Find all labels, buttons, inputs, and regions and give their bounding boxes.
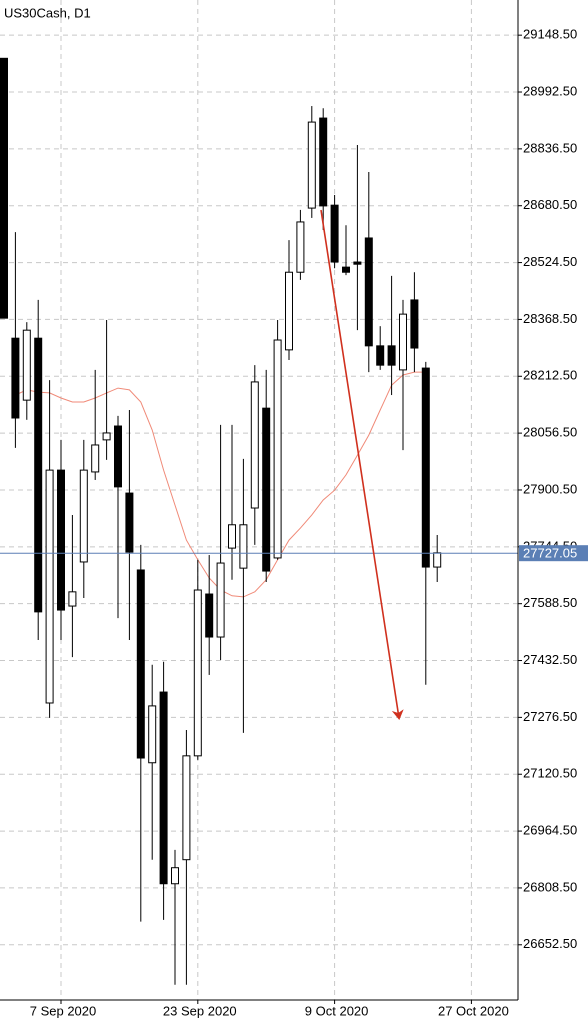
candle-body bbox=[307, 121, 316, 209]
candle-body bbox=[410, 299, 419, 349]
candle-body bbox=[239, 524, 248, 569]
x-tick-label: 9 Oct 2020 bbox=[305, 1003, 369, 1018]
annotation bbox=[320, 209, 404, 720]
candle-body bbox=[364, 237, 373, 347]
candle-body bbox=[125, 492, 134, 553]
y-tick-label: 28056.50 bbox=[523, 425, 577, 440]
y-tick-label: 28680.50 bbox=[523, 197, 577, 212]
candle-body bbox=[262, 407, 271, 572]
y-tick-label: 27588.50 bbox=[523, 595, 577, 610]
candle-body bbox=[399, 313, 407, 371]
y-tick-label: 28836.50 bbox=[523, 140, 577, 155]
candle-body bbox=[319, 117, 328, 207]
candle-body bbox=[205, 593, 214, 638]
candle-body bbox=[34, 337, 43, 613]
candle-body bbox=[387, 345, 396, 366]
candle-body bbox=[159, 691, 168, 885]
x-tick-label: 23 Sep 2020 bbox=[163, 1003, 237, 1018]
candle-body bbox=[136, 569, 145, 759]
y-tick-label: 28524.50 bbox=[523, 254, 577, 269]
candle-body bbox=[148, 705, 157, 764]
x-tick-label: 27 Oct 2020 bbox=[438, 1003, 509, 1018]
candle-body bbox=[216, 562, 225, 638]
candle-body bbox=[68, 591, 77, 607]
chart-title: US30Cash, D1 bbox=[4, 5, 91, 20]
x-tick-label: 7 Sep 2020 bbox=[30, 1003, 97, 1018]
candles bbox=[0, 57, 518, 985]
candle-body bbox=[273, 339, 282, 559]
candle-body bbox=[57, 469, 65, 611]
candle-body bbox=[433, 552, 442, 568]
candle-body bbox=[296, 221, 305, 273]
candle-body bbox=[182, 755, 191, 861]
y-tick-label: 26964.50 bbox=[523, 823, 577, 838]
candle-body bbox=[11, 337, 20, 419]
candle-body bbox=[285, 271, 293, 351]
last-price-label: 27727.05 bbox=[523, 546, 577, 561]
candle-body bbox=[45, 469, 54, 704]
y-tick-label: 28368.50 bbox=[523, 311, 577, 326]
candle-body bbox=[114, 425, 122, 488]
candle-body bbox=[91, 444, 100, 473]
y-tick-label: 28212.50 bbox=[523, 368, 577, 383]
y-tick-label: 26652.50 bbox=[523, 936, 577, 951]
y-tick-label: 27432.50 bbox=[523, 652, 577, 667]
y-tick-label: 26808.50 bbox=[523, 879, 577, 894]
candle-body bbox=[193, 589, 202, 757]
candle-body bbox=[102, 432, 111, 441]
trend-arrow bbox=[320, 209, 404, 720]
candle-body bbox=[171, 867, 179, 885]
candle-body bbox=[22, 329, 31, 401]
candle-body bbox=[228, 524, 236, 549]
candle-body bbox=[342, 266, 350, 273]
candle-body bbox=[79, 469, 88, 563]
y-tick-label: 29148.50 bbox=[523, 27, 577, 42]
candle-body bbox=[250, 381, 259, 509]
candle-body bbox=[353, 261, 362, 265]
y-tick-label: 27120.50 bbox=[523, 766, 577, 781]
y-tick-label: 27900.50 bbox=[523, 481, 577, 496]
candle-body bbox=[376, 345, 385, 366]
last-price-box bbox=[519, 545, 588, 562]
y-tick-label: 27276.50 bbox=[523, 709, 577, 724]
candle-body bbox=[0, 57, 8, 319]
grid bbox=[0, 0, 518, 1000]
candle-body bbox=[421, 367, 430, 568]
candle-body bbox=[330, 204, 339, 263]
y-tick-label: 28992.50 bbox=[523, 83, 577, 98]
